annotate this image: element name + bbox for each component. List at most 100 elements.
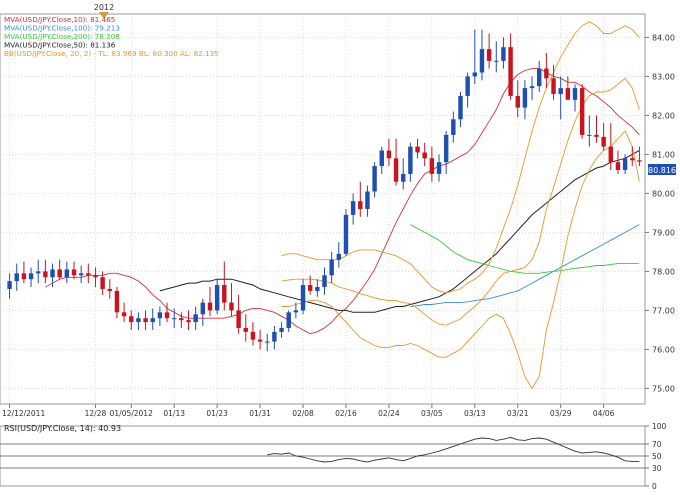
overlay-line-mva-usd-jpy-close-50 (159, 150, 640, 313)
x-tick-label-03-21: 03/21 (507, 409, 529, 418)
candle-01-16-2012 (179, 312, 184, 328)
candle-12-27-2011 (86, 263, 91, 284)
candle-12-14-2011 (21, 261, 27, 284)
candle-body (236, 310, 241, 328)
candle-03-06-2012 (436, 154, 442, 182)
y-tick-label-76-00: 76.00 (652, 345, 675, 354)
legend-entry-mva50: MVA(USD/JPY.Close,50): 81.136 (4, 41, 116, 50)
rsi-tick-label-70: 70 (652, 440, 662, 449)
candle-body (350, 201, 356, 215)
candle-body (107, 288, 112, 291)
candle-04-12-2012 (630, 146, 635, 167)
candle-body (129, 316, 134, 323)
rsi-line (267, 436, 640, 463)
candle-body (408, 146, 413, 174)
candle-body (486, 49, 492, 61)
candle-02-02-2012 (272, 326, 277, 350)
candle-04-09-2012 (608, 123, 614, 170)
candle-03-13-2012 (472, 29, 478, 85)
overlay-line-bb-upper (281, 21, 640, 294)
candle-02-15-2012 (336, 242, 342, 268)
plot-frame (0, 13, 646, 405)
candle-03-20-2012 (508, 33, 513, 100)
candle-12-21-2011 (57, 259, 62, 280)
candle-body (293, 310, 299, 313)
candle-03-26-2012 (537, 60, 542, 92)
candle-body (286, 312, 291, 328)
x-tick-label-02-08: 02/08 (292, 409, 314, 418)
candle-02-07-2012 (293, 302, 299, 319)
candle-03-19-2012 (501, 37, 506, 69)
y-tick-label-80-00: 80.00 (652, 189, 675, 198)
candle-02-01-2012 (265, 333, 270, 352)
candle-01-12-2012 (164, 302, 170, 323)
y-tick-label-82-00: 82.00 (652, 111, 675, 120)
candle-body (265, 341, 270, 343)
candle-body (465, 76, 470, 96)
candle-02-21-2012 (365, 185, 370, 217)
candle-body (386, 150, 392, 159)
y-tick-label-79-00: 79.00 (652, 228, 675, 237)
last-price-bg (648, 164, 676, 175)
candle-02-10-2012 (315, 279, 320, 297)
candle-02-23-2012 (379, 146, 384, 174)
candle-03-30-2012 (565, 76, 571, 100)
candle-03-27-2012 (544, 53, 549, 89)
candle-body (401, 173, 406, 182)
candle-01-18-2012 (193, 306, 198, 330)
candle-02-09-2012 (307, 275, 313, 295)
candle-04-10-2012 (615, 150, 621, 174)
candle-body (272, 331, 277, 342)
candle-12-26-2011 (78, 265, 84, 284)
candle-01-11-2012 (157, 306, 163, 326)
candle-body (78, 273, 84, 276)
candle-body (630, 158, 635, 161)
candle-03-16-2012 (494, 41, 499, 73)
candle-body (257, 339, 263, 342)
candle-03-29-2012 (558, 76, 563, 120)
candle-body (243, 327, 248, 332)
candle-12-20-2011 (50, 263, 55, 287)
candle-04-04-2012 (587, 115, 592, 147)
rsi-axis: 100 70 50 30 0 (645, 422, 667, 491)
x-tick-label-12-28: 12/28 (85, 409, 107, 418)
candle-body (415, 146, 420, 153)
legend-entry-mva200: MVA(USD/JPY.Close,200): 78.208 (4, 32, 120, 41)
candle-01-24-2012 (222, 261, 227, 311)
candle-01-27-2012 (243, 314, 248, 342)
rsi-tick-label-50: 50 (652, 452, 662, 461)
candle-body (544, 68, 549, 79)
candle-01-31-2012 (257, 329, 263, 350)
x-tick-label-01-31: 01/31 (249, 409, 271, 418)
candle-body (214, 285, 220, 311)
candle-01-13-2012 (171, 308, 177, 328)
candle-12-12-2011 (7, 273, 12, 299)
candle-01-09-2012 (143, 310, 148, 330)
candle-body (479, 49, 485, 73)
candle-body (329, 259, 334, 276)
candle-12-22-2011 (64, 261, 70, 284)
x-tick-label-01-13: 01/13 (163, 409, 185, 418)
candle-01-26-2012 (236, 294, 241, 334)
candle-body (207, 302, 213, 311)
last-price-tag: 80.816 (648, 164, 676, 175)
candle-body (587, 134, 592, 136)
candle-body (393, 158, 399, 182)
candle-body (579, 88, 585, 135)
candle-body (86, 273, 91, 276)
candle-body (121, 312, 127, 317)
candle-02-17-2012 (350, 193, 356, 225)
candle-02-29-2012 (408, 142, 413, 182)
rsi-label: RSI(USD/JPY.Close, 14): 40.93 (4, 424, 121, 433)
candle-body (171, 318, 177, 320)
candle-04-03-2012 (579, 84, 585, 139)
candle-body (522, 88, 528, 108)
candle-body (501, 47, 506, 61)
candle-body (615, 162, 621, 170)
candle-body (186, 320, 191, 323)
x-tick-label-03-05: 03/05 (421, 409, 443, 418)
legend: MVA(USD/JPY.Close,10): 81.465MVA(USD/JPY… (4, 15, 219, 58)
candle-02-16-2012 (343, 209, 349, 256)
rsi-tick-label-0: 0 (652, 482, 657, 491)
